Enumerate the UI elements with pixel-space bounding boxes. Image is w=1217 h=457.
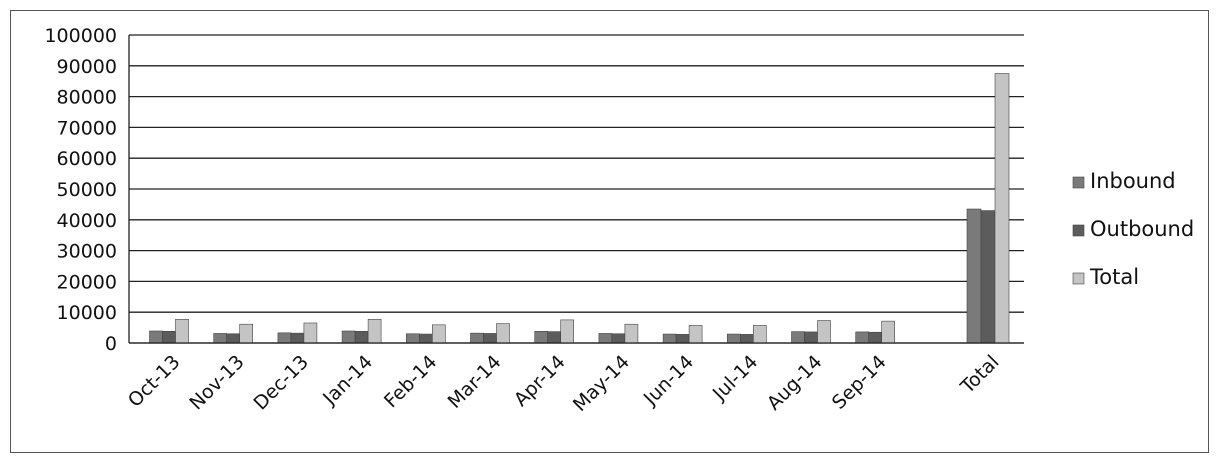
- legend-swatch-inbound: [1072, 176, 1085, 189]
- bar-inbound-feb-14: [405, 333, 420, 344]
- bar-inbound-jan-14: [341, 330, 356, 344]
- bar-inbound-jul-14: [726, 333, 741, 344]
- bar-total-jun-14: [688, 325, 703, 344]
- bar-inbound-may-14: [598, 333, 613, 344]
- x-tick-label: Mar-14: [444, 351, 506, 413]
- bar-total-sep-14: [881, 320, 896, 344]
- bar-total-mar-14: [496, 323, 510, 344]
- x-tick-label: Feb-14: [380, 351, 441, 412]
- x-tick-label: Nov-13: [185, 351, 248, 414]
- bar-total-dec-13: [303, 322, 318, 344]
- bar-outbound-dec-13: [290, 332, 305, 344]
- bar-total-feb-14: [431, 324, 446, 344]
- y-tick-label: 100000: [44, 25, 117, 47]
- y-tick-label: 80000: [57, 87, 117, 109]
- bar-outbound-total: [980, 210, 996, 344]
- y-tick-label: 20000: [57, 271, 117, 293]
- bar-chart: 0 10000 20000 30000 40000 50000 60000 70000 8000…: [44, 25, 1194, 416]
- bar-outbound-feb-14: [418, 333, 433, 344]
- x-tick-label: May-14: [569, 351, 634, 416]
- bar-total-oct-13: [175, 318, 189, 344]
- bar-outbound-mar-14: [483, 333, 497, 344]
- bar-inbound-nov-13: [213, 333, 227, 344]
- x-axis-labels: Oct-13 Nov-13 Dec-13 Jan-14 Feb-14 Mar-14 Apr-…: [124, 351, 1004, 416]
- bar-total-total: [994, 73, 1010, 344]
- bar-total-may-14: [624, 323, 639, 344]
- x-tick-label: Jul-14: [708, 351, 762, 405]
- axes: [128, 35, 1024, 344]
- x-tick-label: Sep-14: [828, 351, 891, 414]
- bars: [149, 73, 1010, 344]
- bar-inbound-mar-14: [470, 332, 484, 344]
- bar-outbound-jul-14: [739, 334, 754, 344]
- y-axis-ticks: 0 10000 20000 30000 40000 50000 60000 70000 8000…: [44, 25, 117, 355]
- bar-outbound-nov-13: [226, 333, 240, 344]
- bar-total-jul-14: [752, 325, 767, 344]
- y-tick-label: 0: [105, 333, 117, 355]
- bar-total-nov-13: [239, 323, 253, 344]
- bar-inbound-oct-13: [149, 330, 163, 344]
- x-tick-label: Jun-14: [639, 351, 698, 410]
- legend-swatch-total: [1072, 272, 1085, 285]
- x-tick-label: Aug-14: [763, 351, 827, 415]
- legend-label-inbound: Inbound: [1090, 169, 1176, 193]
- legend-label-total: Total: [1089, 265, 1139, 289]
- bar-inbound-dec-13: [277, 332, 292, 344]
- y-tick-label: 70000: [57, 117, 117, 139]
- x-tick-label: Jan-14: [318, 351, 377, 410]
- y-tick-label: 60000: [57, 148, 117, 170]
- bar-inbound-aug-14: [791, 331, 805, 344]
- x-tick-label: Apr-14: [510, 351, 570, 411]
- bar-inbound-jun-14: [662, 333, 677, 344]
- y-tick-label: 30000: [57, 241, 117, 263]
- y-tick-label: 50000: [57, 179, 117, 201]
- bar-inbound-total: [966, 208, 982, 344]
- bar-outbound-oct-13: [162, 330, 176, 344]
- bar-outbound-jan-14: [354, 330, 369, 344]
- bar-outbound-sep-14: [868, 331, 883, 344]
- bar-inbound-apr-14: [534, 330, 549, 344]
- bar-outbound-aug-14: [804, 331, 818, 344]
- legend-label-outbound: Outbound: [1090, 217, 1194, 241]
- bar-outbound-may-14: [611, 333, 626, 344]
- x-tick-label: Dec-13: [249, 351, 313, 415]
- y-tick-label: 10000: [57, 302, 117, 324]
- gridlines: [129, 34, 1024, 344]
- bar-outbound-jun-14: [675, 334, 690, 344]
- bar-total-apr-14: [560, 319, 575, 344]
- chart-frame: 0 10000 20000 30000 40000 50000 60000 70000 8000…: [10, 10, 1209, 453]
- legend: Inbound Outbound Total: [1072, 169, 1194, 289]
- x-tick-label: Total: [956, 351, 1004, 399]
- bar-total-aug-14: [817, 320, 831, 344]
- bar-inbound-sep-14: [855, 331, 870, 344]
- x-tick-label: Oct-13: [124, 351, 185, 412]
- bar-outbound-apr-14: [547, 331, 562, 344]
- y-tick-label: 90000: [57, 56, 117, 78]
- y-tick-label: 40000: [57, 210, 117, 232]
- legend-swatch-outbound: [1072, 224, 1085, 237]
- bar-total-jan-14: [367, 318, 382, 344]
